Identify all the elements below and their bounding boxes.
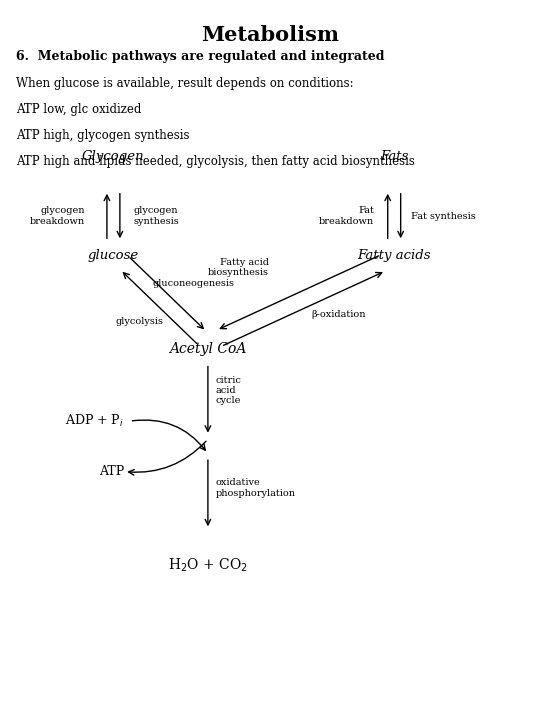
- Text: ATP low, glc oxidized: ATP low, glc oxidized: [16, 103, 141, 116]
- Text: ADP + P$_i$: ADP + P$_i$: [65, 413, 124, 429]
- Text: Acetyl CoA: Acetyl CoA: [169, 342, 247, 356]
- Text: 6.  Metabolic pathways are regulated and integrated: 6. Metabolic pathways are regulated and …: [16, 50, 384, 63]
- Text: oxidative
phosphorylation: oxidative phosphorylation: [216, 478, 296, 498]
- Text: glycogen
synthesis: glycogen synthesis: [133, 207, 179, 225]
- Text: glycolysis: glycolysis: [115, 317, 163, 325]
- Text: gluconeogenesis: gluconeogenesis: [152, 279, 234, 288]
- Text: H$_2$O + CO$_2$: H$_2$O + CO$_2$: [168, 557, 248, 574]
- Text: Glycogen: Glycogen: [82, 150, 145, 163]
- Text: Fatty acids: Fatty acids: [357, 249, 431, 262]
- Text: When glucose is available, result depends on conditions:: When glucose is available, result depend…: [16, 77, 354, 90]
- Text: ATP: ATP: [99, 465, 124, 478]
- Text: Fat synthesis: Fat synthesis: [411, 212, 476, 220]
- Text: Metabolism: Metabolism: [201, 25, 339, 45]
- Text: Fat
breakdown: Fat breakdown: [319, 207, 374, 225]
- Text: Fats: Fats: [380, 150, 408, 163]
- Text: ATP high and lipids needed, glycolysis, then fatty acid biosynthesis: ATP high and lipids needed, glycolysis, …: [16, 155, 415, 168]
- Text: glycogen
breakdown: glycogen breakdown: [30, 207, 85, 225]
- Text: citric
acid
cycle: citric acid cycle: [216, 376, 242, 405]
- Text: β-oxidation: β-oxidation: [312, 310, 366, 318]
- Text: Fatty acid
biosynthesis: Fatty acid biosynthesis: [208, 258, 269, 277]
- Text: glucose: glucose: [88, 249, 139, 262]
- Text: ATP high, glycogen synthesis: ATP high, glycogen synthesis: [16, 129, 190, 142]
